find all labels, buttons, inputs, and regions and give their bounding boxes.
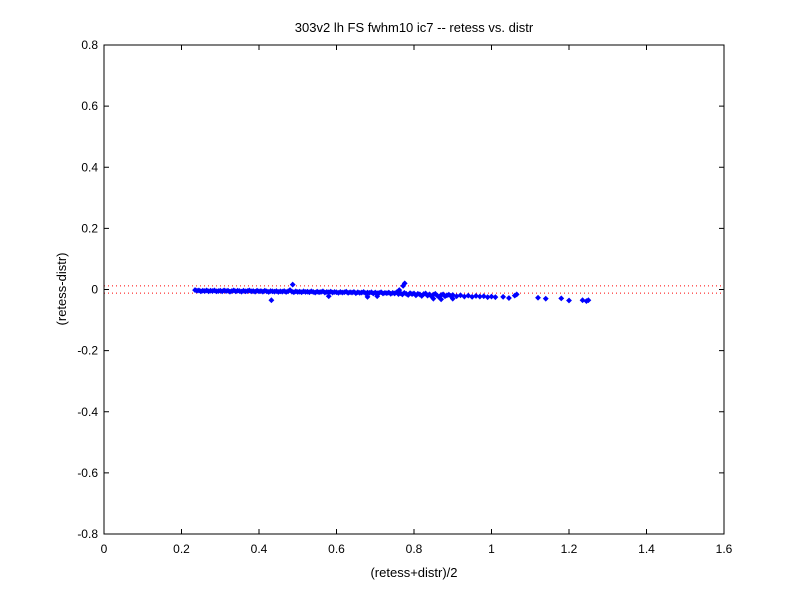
data-point	[473, 292, 479, 299]
y-tick-label: -0.6	[77, 466, 98, 480]
y-tick-label: 0.6	[81, 99, 98, 113]
data-point	[480, 293, 487, 300]
data-point	[513, 291, 520, 298]
y-tick-label: 0.2	[81, 221, 98, 235]
data-point	[289, 281, 296, 288]
data-point	[585, 297, 592, 304]
data-point	[566, 297, 572, 304]
x-tick-label: 0.8	[406, 542, 423, 556]
x-tick-label: 0.6	[328, 542, 345, 556]
data-point	[579, 297, 586, 304]
data-point	[492, 294, 499, 301]
y-tick-label: -0.4	[77, 405, 98, 419]
y-tick-label: 0.4	[81, 160, 98, 174]
data-point	[558, 295, 565, 302]
data-point	[506, 295, 512, 301]
data-point	[430, 295, 437, 302]
x-tick-label: 0.2	[173, 542, 190, 556]
x-axis: 0 0.2 0.4 0.6 0.8 1 1.2 1.4 1.6	[101, 45, 733, 556]
data-point	[449, 295, 456, 302]
data-point	[325, 293, 332, 300]
chart-title: 303v2 lh FS fwhm10 ic7 -- retess vs. dis…	[295, 20, 534, 35]
x-axis-label: (retess+distr)/2	[370, 565, 457, 580]
data-point	[396, 287, 403, 294]
data-points	[192, 280, 592, 305]
x-tick-label: 1.6	[716, 542, 733, 556]
data-point	[500, 293, 507, 300]
data-point	[488, 293, 495, 300]
x-tick-label: 1.4	[638, 542, 655, 556]
reference-lines	[104, 285, 724, 294]
data-point	[401, 280, 408, 287]
data-point	[374, 293, 381, 300]
data-point	[268, 297, 275, 304]
data-point	[542, 295, 549, 302]
data-point	[457, 292, 464, 299]
y-tick-label: -0.2	[77, 344, 98, 358]
x-tick-label: 1.2	[561, 542, 578, 556]
x-tick-label: 1	[488, 542, 495, 556]
y-tick-label: 0.8	[81, 38, 98, 52]
y-tick-label: -0.8	[77, 527, 98, 541]
y-tick-label: 0	[91, 283, 98, 297]
data-point	[535, 294, 541, 301]
x-tick-label: 0	[101, 542, 108, 556]
x-tick-label: 0.4	[251, 542, 268, 556]
y-axis: -0.8 -0.6 -0.4 -0.2 0 0.2 0.4 0.6 0.8	[77, 38, 724, 541]
data-point	[438, 296, 445, 303]
y-axis-label: (retess-distr)	[54, 253, 69, 326]
data-point	[364, 293, 371, 300]
